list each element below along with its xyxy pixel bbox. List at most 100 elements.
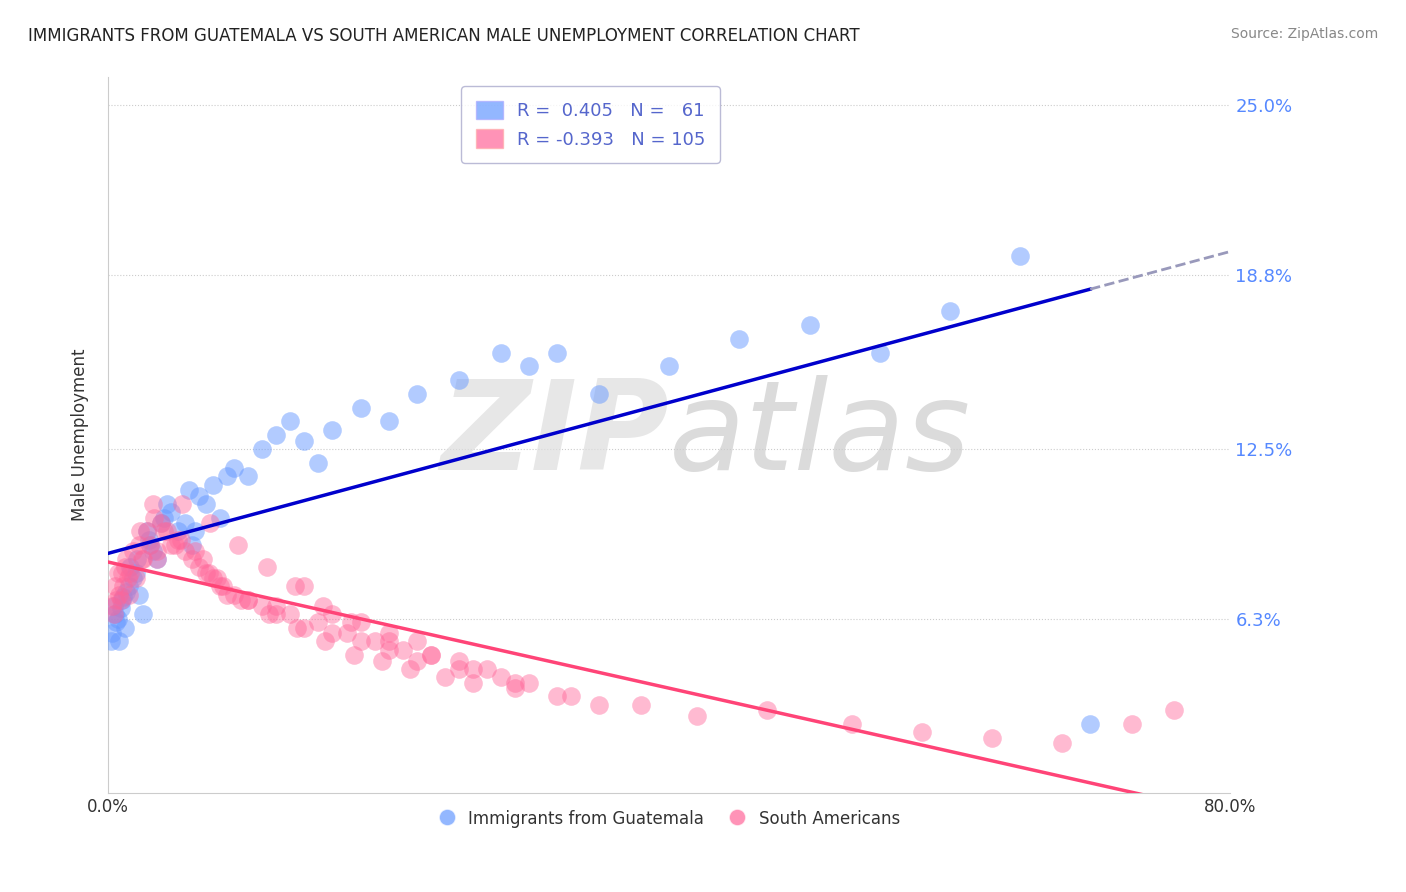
Point [132, 551, 155, 566]
Point [153, 510, 176, 524]
Point [1008, 249, 1031, 263]
Point [143, 510, 166, 524]
Point [193, 551, 215, 566]
Point [311, 599, 333, 613]
Point [112, 591, 135, 605]
Point [172, 497, 194, 511]
Point [238, 469, 260, 483]
Point [405, 634, 427, 648]
Point [728, 332, 751, 346]
Text: ZIP: ZIP [440, 375, 669, 496]
Point [114, 621, 136, 635]
Point [419, 648, 441, 662]
Point [120, 560, 142, 574]
Point [115, 551, 138, 566]
Point [195, 497, 218, 511]
Legend: Immigrants from Guatemala, South Americans: Immigrants from Guatemala, South America… [432, 803, 907, 834]
Point [342, 648, 364, 662]
Point [370, 654, 392, 668]
Point [287, 621, 309, 635]
Point [447, 654, 470, 668]
Point [252, 442, 274, 456]
Point [118, 579, 141, 593]
Point [405, 386, 427, 401]
Point [165, 538, 187, 552]
Point [128, 538, 150, 552]
Point [136, 524, 159, 539]
Point [517, 359, 540, 374]
Point [224, 588, 246, 602]
Point [156, 497, 179, 511]
Point [146, 551, 169, 566]
Point [167, 524, 190, 539]
Point [398, 662, 420, 676]
Point [114, 560, 136, 574]
Point [150, 516, 173, 530]
Point [1078, 717, 1101, 731]
Point [107, 566, 129, 580]
Point [433, 670, 456, 684]
Point [869, 345, 891, 359]
Point [108, 588, 131, 602]
Point [363, 634, 385, 648]
Point [120, 566, 142, 580]
Point [630, 698, 652, 712]
Point [224, 461, 246, 475]
Point [153, 524, 176, 539]
Point [294, 434, 316, 448]
Point [217, 469, 239, 483]
Point [174, 516, 197, 530]
Point [658, 359, 681, 374]
Point [266, 428, 288, 442]
Point [377, 642, 399, 657]
Point [195, 566, 218, 580]
Point [447, 373, 470, 387]
Point [447, 662, 470, 676]
Point [103, 599, 125, 613]
Point [111, 593, 134, 607]
Point [377, 414, 399, 428]
Point [207, 571, 229, 585]
Point [139, 538, 162, 552]
Point [686, 708, 709, 723]
Point [560, 690, 582, 704]
Point [377, 626, 399, 640]
Point [181, 551, 204, 566]
Point [131, 551, 153, 566]
Y-axis label: Male Unemployment: Male Unemployment [72, 349, 89, 521]
Point [150, 516, 173, 530]
Point [461, 675, 484, 690]
Point [546, 690, 568, 704]
Point [129, 524, 152, 539]
Point [259, 607, 281, 621]
Point [321, 423, 343, 437]
Point [117, 571, 139, 585]
Point [217, 588, 239, 602]
Point [307, 615, 329, 629]
Point [107, 612, 129, 626]
Point [202, 571, 225, 585]
Point [142, 497, 165, 511]
Point [188, 560, 211, 574]
Point [238, 593, 260, 607]
Point [156, 524, 179, 539]
Point [202, 477, 225, 491]
Point [105, 593, 128, 607]
Point [588, 698, 610, 712]
Point [461, 662, 484, 676]
Point [138, 533, 160, 547]
Point [103, 607, 125, 621]
Point [939, 304, 962, 318]
Point [105, 615, 128, 629]
Point [139, 538, 162, 552]
Point [212, 579, 235, 593]
Point [146, 551, 169, 566]
Point [1050, 736, 1073, 750]
Point [238, 593, 260, 607]
Text: IMMIGRANTS FROM GUATEMALA VS SOUTH AMERICAN MALE UNEMPLOYMENT CORRELATION CHART: IMMIGRANTS FROM GUATEMALA VS SOUTH AMERI… [28, 27, 859, 45]
Point [911, 725, 934, 739]
Point [118, 588, 141, 602]
Point [108, 634, 131, 648]
Point [256, 560, 278, 574]
Point [489, 670, 512, 684]
